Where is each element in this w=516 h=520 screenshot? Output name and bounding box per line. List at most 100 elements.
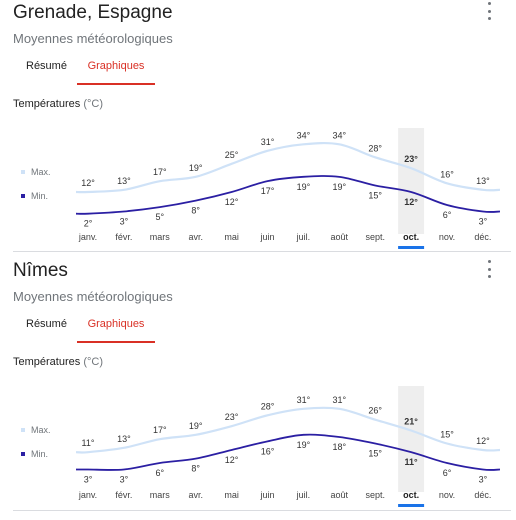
legend-min: Min.	[21, 191, 48, 201]
highlight-column	[398, 128, 425, 234]
data-label-min: 5°	[155, 212, 164, 222]
x-tick-label: avr.	[188, 232, 203, 242]
series-line-min	[75, 175, 501, 215]
data-label-min: 3°	[479, 475, 488, 485]
data-label-max: 26°	[368, 406, 382, 416]
data-label-min: 12°	[225, 197, 239, 207]
data-label-max: 25°	[225, 150, 239, 160]
x-tick-label: août	[331, 232, 349, 242]
data-label-min: 8°	[191, 206, 200, 216]
data-label-min: 8°	[191, 464, 200, 474]
selected-month-underline	[398, 246, 425, 249]
data-label-min: 12°	[404, 197, 418, 207]
data-label-min: 11°	[405, 457, 419, 467]
series-line-max	[75, 141, 501, 194]
more-options-icon[interactable]	[482, 2, 496, 20]
x-tick-label: août	[331, 490, 349, 500]
data-label-max: 23°	[404, 154, 418, 164]
city-title: Nîmes	[13, 260, 68, 281]
legend-min-swatch	[21, 452, 25, 456]
card-divider	[13, 510, 511, 511]
tab-resume[interactable]: Résumé	[26, 318, 67, 330]
weather-card-nimes: Nîmes Moyennes météorologiques Résumé Gr…	[0, 258, 516, 516]
data-label-max: 31°	[332, 395, 346, 405]
x-tick-label: sept.	[365, 232, 385, 242]
temperature-heading: Températures (°C)	[13, 356, 103, 368]
x-tick-label: mai	[224, 490, 239, 500]
legend-max: Max.	[21, 425, 51, 435]
x-tick-label: mai	[224, 232, 239, 242]
highlight-column	[398, 386, 425, 492]
x-tick-label: nov.	[439, 232, 455, 242]
x-tick-label: avr.	[188, 490, 203, 500]
tab-graphiques[interactable]: Graphiques	[77, 60, 155, 85]
x-tick-label: janv.	[78, 490, 97, 500]
data-label-max: 28°	[261, 401, 275, 411]
data-label-max: 19°	[189, 163, 203, 173]
series-line-min	[76, 433, 501, 471]
card-divider	[13, 251, 511, 252]
card-subtitle: Moyennes météorologiques	[13, 31, 173, 46]
x-tick-label: févr.	[115, 490, 132, 500]
legend-max-label: Max.	[31, 425, 51, 435]
data-label-min: 6°	[155, 468, 164, 478]
selected-month-underline	[398, 504, 425, 507]
data-label-min: 6°	[443, 468, 452, 478]
tab-resume[interactable]: Résumé	[26, 60, 67, 72]
x-tick-label: oct.	[403, 232, 419, 242]
data-label-min: 12°	[225, 455, 239, 465]
data-label-min: 3°	[479, 217, 488, 227]
x-tick-label: juin	[259, 490, 274, 500]
data-label-min: 2°	[84, 219, 93, 229]
legend-max: Max.	[21, 167, 51, 177]
x-tick-label: juil.	[296, 490, 311, 500]
x-tick-label: sept.	[365, 490, 385, 500]
card-subtitle: Moyennes météorologiques	[13, 289, 173, 304]
data-label-max: 15°	[440, 430, 454, 440]
data-label-max: 16°	[440, 169, 454, 179]
legend-max-label: Max.	[31, 167, 51, 177]
data-label-min: 3°	[120, 475, 129, 485]
city-title: Grenade, Espagne	[13, 2, 173, 23]
data-label-max: 28°	[368, 143, 382, 153]
legend-min-label: Min.	[31, 191, 49, 201]
data-label-max: 13°	[117, 176, 131, 186]
x-tick-label: janv.	[78, 232, 97, 242]
data-label-max: 23°	[225, 412, 239, 422]
data-label-max: 19°	[189, 421, 203, 431]
data-label-min: 6°	[443, 210, 452, 220]
legend-min: Min.	[21, 449, 48, 459]
legend-max-swatch	[21, 170, 25, 174]
x-tick-label: mars	[150, 232, 170, 242]
data-label-max: 13°	[117, 434, 131, 444]
data-label-max: 11°	[82, 438, 95, 448]
data-label-max: 17°	[153, 425, 167, 435]
temperature-unit: (°C)	[83, 356, 103, 368]
x-tick-label: oct.	[403, 490, 419, 500]
data-label-max: 34°	[332, 130, 346, 140]
x-tick-label: juin	[259, 232, 274, 242]
data-label-min: 19°	[297, 182, 311, 192]
data-label-min: 3°	[120, 217, 129, 227]
data-label-min: 15°	[368, 449, 382, 459]
data-label-min: 19°	[332, 182, 346, 192]
temperature-chart: 12° 13° 17° 19° 25° 31° 34° 34° 28° 23° 16° 13° 2° 3°…	[75, 128, 501, 249]
data-label-min: 16°	[261, 446, 275, 456]
x-tick-label: déc.	[474, 490, 491, 500]
x-tick-label: mars	[150, 490, 170, 500]
temperature-unit: (°C)	[83, 98, 103, 110]
data-label-max: 31°	[261, 137, 275, 147]
data-label-min: 15°	[368, 191, 382, 201]
data-label-max: 31°	[297, 395, 311, 405]
x-tick-label: nov.	[439, 490, 455, 500]
tab-graphiques[interactable]: Graphiques	[77, 318, 155, 343]
temperature-heading: Températures (°C)	[13, 98, 103, 110]
temperature-chart: 11° 13° 17° 19° 23° 28° 31° 31° 26° 21° 15° 12° 3° 3°…	[75, 386, 501, 507]
legend-max-swatch	[21, 428, 25, 432]
weather-card-grenade: Grenade, Espagne Moyennes météorologique…	[0, 0, 516, 258]
temperature-heading-text: Températures	[13, 98, 81, 110]
x-tick-label: juil.	[296, 232, 311, 242]
data-label-min: 19°	[297, 440, 311, 450]
data-label-max: 12°	[81, 178, 95, 188]
more-options-icon[interactable]	[482, 260, 496, 278]
